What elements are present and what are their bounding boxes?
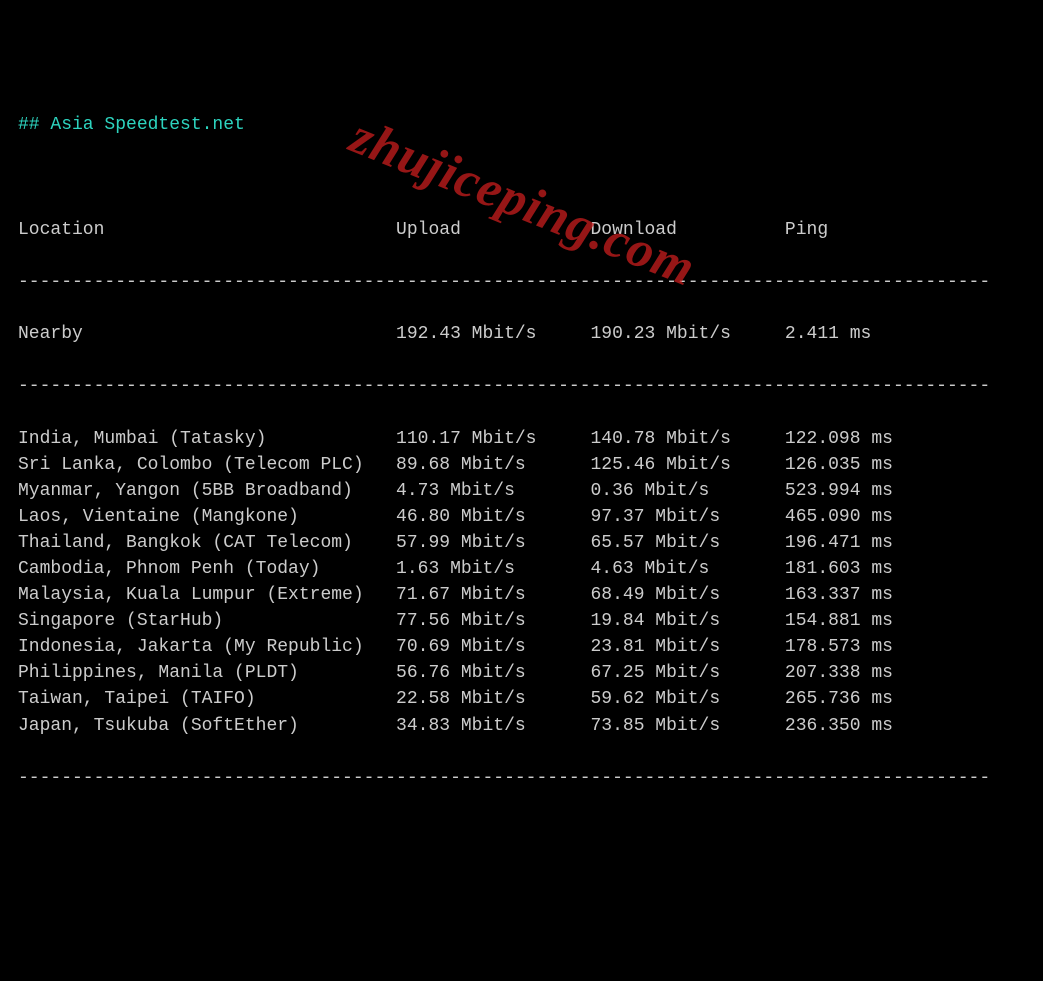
table-row: Japan, Tsukuba (SoftEther) 34.83 Mbit/s … (18, 713, 1025, 739)
table-row: Taiwan, Taipei (TAIFO) 22.58 Mbit/s 59.6… (18, 686, 1025, 712)
table-row: Indonesia, Jakarta (My Republic) 70.69 M… (18, 634, 1025, 660)
section-title: ## Asia Speedtest.net (18, 112, 1025, 138)
divider: ----------------------------------------… (18, 373, 1025, 399)
nearby-row: Nearby 192.43 Mbit/s 190.23 Mbit/s 2.411… (18, 321, 1025, 347)
table-row: Malaysia, Kuala Lumpur (Extreme) 71.67 M… (18, 582, 1025, 608)
divider: ----------------------------------------… (18, 765, 1025, 791)
table-row: Singapore (StarHub) 77.56 Mbit/s 19.84 M… (18, 608, 1025, 634)
table-row: Cambodia, Phnom Penh (Today) 1.63 Mbit/s… (18, 556, 1025, 582)
table-header: Location Upload Download Ping (18, 217, 1025, 243)
table-row: Myanmar, Yangon (5BB Broadband) 4.73 Mbi… (18, 478, 1025, 504)
table-row: Thailand, Bangkok (CAT Telecom) 57.99 Mb… (18, 530, 1025, 556)
divider: ----------------------------------------… (18, 269, 1025, 295)
table-row: Laos, Vientaine (Mangkone) 46.80 Mbit/s … (18, 504, 1025, 530)
table-row: India, Mumbai (Tatasky) 110.17 Mbit/s 14… (18, 426, 1025, 452)
table-body: India, Mumbai (Tatasky) 110.17 Mbit/s 14… (18, 426, 1025, 739)
blank-line (18, 165, 1025, 191)
table-row: Sri Lanka, Colombo (Telecom PLC) 89.68 M… (18, 452, 1025, 478)
table-row: Philippines, Manila (PLDT) 56.76 Mbit/s … (18, 660, 1025, 686)
